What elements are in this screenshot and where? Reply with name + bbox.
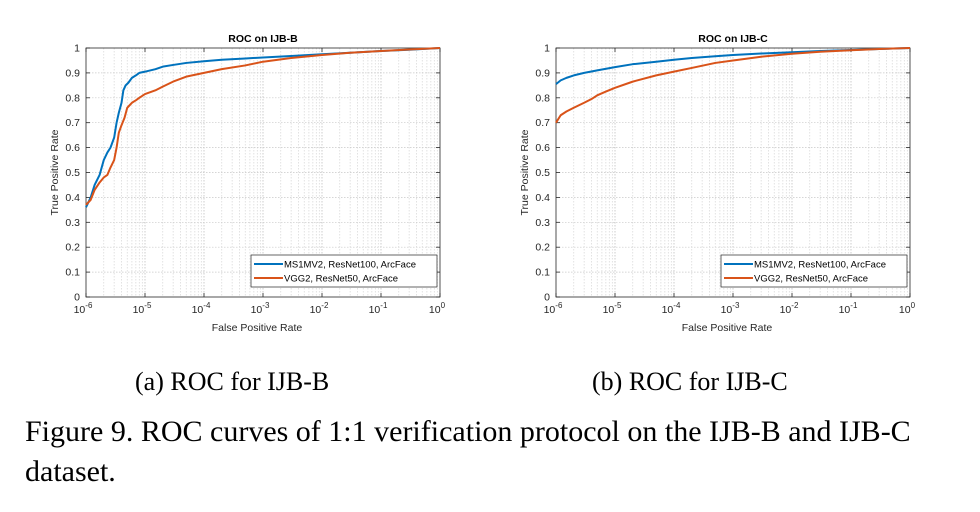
x-axis-label: False Positive Rate: [212, 322, 303, 334]
x-tick-label: 10-5: [603, 301, 622, 316]
y-tick-label: 0.5: [535, 167, 550, 179]
legend-box: [250, 254, 438, 288]
x-tick-label: 10-6: [74, 301, 93, 316]
chart-title: ROC on IJB-C: [698, 33, 768, 45]
legend-box: [720, 254, 908, 288]
x-tick-label: 100: [429, 301, 446, 316]
y-tick-label: 0.4: [535, 192, 550, 204]
y-tick-label: 0.7: [535, 117, 550, 129]
subcaption-b: (b) ROC for IJB-C: [592, 367, 788, 396]
x-tick-label: 10-5: [133, 301, 152, 316]
y-tick-label: 1: [544, 43, 550, 55]
x-tick-label: 10-1: [369, 301, 388, 316]
x-tick-label: 10-4: [192, 301, 211, 316]
y-tick-label: 0.8: [535, 92, 550, 104]
x-tick-label: 10-3: [721, 301, 740, 316]
x-tick-exponent: -2: [791, 301, 799, 310]
y-tick-label: 0.6: [65, 142, 80, 154]
x-tick-exponent: -6: [555, 301, 563, 310]
y-tick-label: 0.8: [65, 92, 80, 104]
y-tick-label: 0.3: [535, 217, 550, 229]
y-tick-label: 0.5: [65, 167, 80, 179]
x-tick-label: 10-3: [251, 301, 270, 316]
y-tick-label: 0.2: [535, 242, 550, 254]
y-tick-label: 0.9: [535, 67, 550, 79]
x-tick-exponent: -4: [203, 301, 211, 310]
legend: MS1MV2, ResNet100, ArcFace VGG2, ResNet50…: [250, 254, 438, 288]
x-tick-label: 100: [899, 301, 916, 316]
series-group: [555, 47, 911, 124]
chart-title: ROC on IJB-B: [228, 33, 298, 45]
x-tick-exponent: -2: [321, 301, 329, 310]
legend-label: VGG2, ResNet50, ArcFace: [284, 274, 398, 285]
series-group: [85, 47, 441, 208]
y-axis-label: True Positive Rate: [49, 129, 61, 215]
y-tick-label: 0: [544, 292, 550, 304]
legend: MS1MV2, ResNet100, ArcFace VGG2, ResNet50…: [720, 254, 908, 288]
figure-caption: Figure 9. ROC curves of 1:1 verification…: [25, 415, 911, 488]
x-tick-exponent: -6: [85, 301, 93, 310]
y-axis-label: True Positive Rate: [519, 129, 531, 215]
x-tick-exponent: 0: [911, 301, 916, 310]
x-tick-label: 10-4: [662, 301, 681, 316]
x-tick-label: 10-2: [310, 301, 329, 316]
legend-label: MS1MV2, ResNet100, ArcFace: [754, 260, 886, 271]
series-line: [85, 47, 441, 206]
subcaption-a: (a) ROC for IJB-B: [135, 367, 330, 396]
y-tick-label: 1: [74, 43, 80, 55]
x-tick-exponent: -3: [732, 301, 740, 310]
x-tick-label: 10-2: [780, 301, 799, 316]
chart-panel-ijb-c: 0 0.1 0.2 0.3 0.4 0.5 0.6 0.7 0.8 0.9 1 10-6 10-5 10-…: [470, 0, 950, 360]
y-tick-label: 0.2: [65, 242, 80, 254]
y-tick-label: 0.6: [535, 142, 550, 154]
x-tick-exponent: -5: [144, 301, 152, 310]
x-tick-exponent: -1: [850, 301, 858, 310]
y-tick-label: 0.1: [535, 267, 550, 279]
y-tick-label: 0.4: [65, 192, 80, 204]
legend-label: VGG2, ResNet50, ArcFace: [754, 274, 868, 285]
x-tick-label: 10-6: [544, 301, 563, 316]
y-tick-label: 0.7: [65, 117, 80, 129]
y-tick-label: 0.9: [65, 67, 80, 79]
y-tick-label: 0: [74, 292, 80, 304]
chart-panel-ijb-b: 0 0.1 0.2 0.3 0.4 0.5 0.6 0.7 0.8 0.9 1 10-6 10-5 10-…: [0, 0, 480, 360]
y-tick-label: 0.3: [65, 217, 80, 229]
series-line: [85, 47, 441, 208]
x-tick-exponent: -5: [614, 301, 622, 310]
x-axis-label: False Positive Rate: [682, 322, 773, 334]
x-tick-exponent: 0: [441, 301, 446, 310]
x-tick-exponent: -3: [262, 301, 270, 310]
x-tick-exponent: -1: [380, 301, 388, 310]
y-tick-label: 0.1: [65, 267, 80, 279]
series-line: [555, 47, 911, 124]
roc-chart-ijb-b: 0 0.1 0.2 0.3 0.4 0.5 0.6 0.7 0.8 0.9 1 10-6 10-5 10-…: [49, 33, 446, 334]
legend-label: MS1MV2, ResNet100, ArcFace: [284, 260, 416, 271]
x-tick-exponent: -4: [673, 301, 681, 310]
x-tick-label: 10-1: [839, 301, 858, 316]
roc-chart-ijb-c: 0 0.1 0.2 0.3 0.4 0.5 0.6 0.7 0.8 0.9 1 10-6 10-5 10-…: [519, 33, 916, 334]
